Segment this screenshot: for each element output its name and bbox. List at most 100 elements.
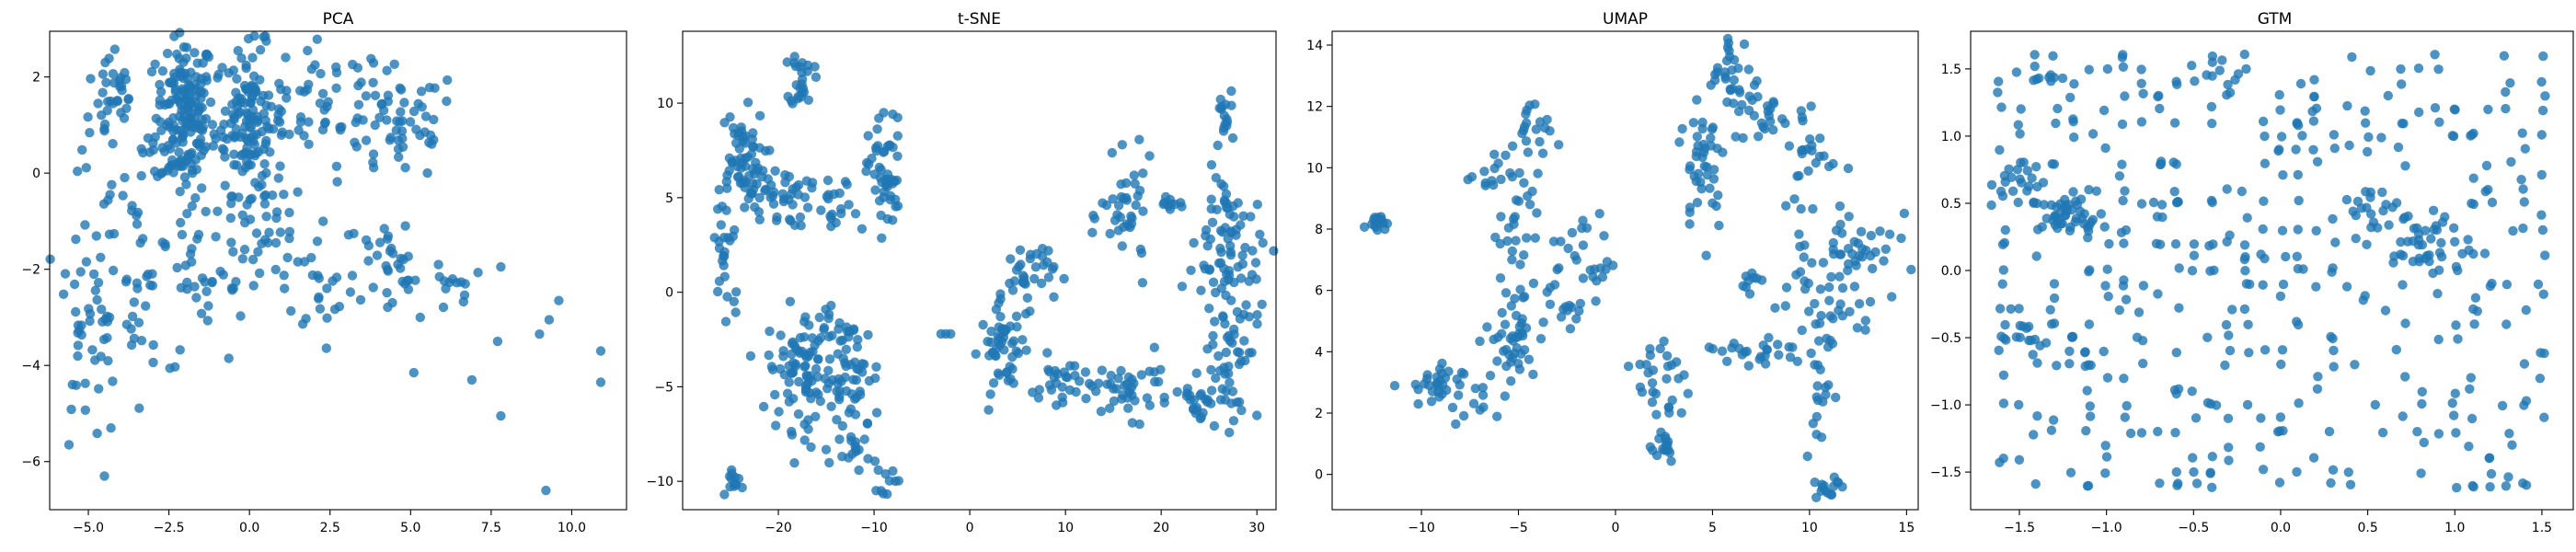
scatter-point bbox=[1199, 260, 1209, 270]
scatter-point bbox=[811, 72, 822, 83]
scatter-point bbox=[1252, 318, 1262, 329]
scatter-point bbox=[473, 268, 483, 278]
scatter-point bbox=[101, 77, 111, 88]
scatter-point bbox=[719, 251, 729, 261]
scatter-point bbox=[1706, 132, 1716, 144]
scatter-point bbox=[878, 489, 889, 499]
scatter-point bbox=[181, 53, 191, 63]
scatter-point bbox=[1229, 212, 1239, 222]
scatter-point bbox=[2260, 345, 2271, 355]
scatter-point bbox=[408, 106, 420, 117]
scatter-point bbox=[1134, 134, 1144, 144]
scatter-point bbox=[1112, 210, 1122, 220]
scatter-point bbox=[554, 295, 564, 305]
scatter-point bbox=[1195, 413, 1206, 424]
scatter-point bbox=[2119, 275, 2129, 285]
scatter-point bbox=[2484, 453, 2495, 463]
scatter-point bbox=[2114, 305, 2124, 316]
scatter-point bbox=[971, 349, 981, 359]
scatter-point bbox=[1827, 339, 1838, 349]
scatter-point bbox=[1058, 397, 1068, 408]
scatter-point bbox=[2121, 294, 2132, 305]
scatter-point bbox=[1022, 293, 1033, 303]
scatter-point bbox=[155, 117, 166, 127]
y-tick-label: 0.5 bbox=[1941, 197, 1961, 212]
scatter-point bbox=[176, 217, 186, 228]
scatter-point bbox=[1506, 357, 1516, 367]
scatter-point bbox=[852, 342, 862, 352]
scatter-point bbox=[2259, 196, 2269, 206]
y-tick-label: 0 bbox=[1315, 468, 1323, 483]
scatter-point bbox=[1519, 178, 1529, 188]
axes-frame bbox=[49, 30, 627, 511]
scatter-point bbox=[2171, 466, 2181, 477]
scatter-point bbox=[284, 234, 294, 244]
scatter-point bbox=[1524, 354, 1535, 364]
scatter-point bbox=[2350, 360, 2360, 370]
scatter-point bbox=[2205, 266, 2215, 276]
scatter-point bbox=[301, 314, 311, 324]
scatter-point bbox=[2400, 318, 2410, 328]
scatter-point bbox=[260, 139, 270, 149]
x-tick-label: 0.0 bbox=[2271, 521, 2291, 535]
scatter-point bbox=[2220, 360, 2230, 371]
scatter-point bbox=[1685, 207, 1696, 217]
scatter-point bbox=[1221, 290, 1231, 301]
scatter-point bbox=[226, 237, 236, 247]
scatter-point bbox=[92, 428, 102, 439]
scatter-point bbox=[729, 296, 739, 306]
scatter-point bbox=[1149, 342, 1160, 352]
scatter-point bbox=[231, 87, 241, 98]
scatter-point bbox=[429, 114, 439, 125]
scatter-point bbox=[2466, 373, 2476, 383]
scatter-point bbox=[1006, 374, 1016, 384]
scatter-point bbox=[2274, 144, 2284, 155]
scatter-point bbox=[129, 297, 139, 307]
scatter-point bbox=[282, 93, 292, 103]
scatter-point bbox=[96, 351, 106, 362]
scatter-point bbox=[2536, 76, 2547, 87]
scatter-point bbox=[1165, 204, 1176, 214]
scatter-point bbox=[1813, 336, 1824, 346]
scatter-point bbox=[1823, 380, 1834, 390]
scatter-point bbox=[1548, 236, 1559, 247]
scatter-point bbox=[754, 192, 765, 203]
y-tick-label: 6 bbox=[1315, 284, 1323, 299]
scatter-point bbox=[1497, 328, 1507, 339]
scatter-point bbox=[2028, 350, 2038, 360]
scatter-point bbox=[85, 128, 95, 138]
scatter-point bbox=[1795, 267, 1806, 277]
scatter-point bbox=[2501, 280, 2513, 290]
scatter-point bbox=[1811, 492, 1822, 502]
scatter-point bbox=[1189, 395, 1200, 405]
scatter-point bbox=[1744, 91, 1754, 101]
scatter-point bbox=[1511, 310, 1522, 321]
scatter-point bbox=[1427, 386, 1438, 397]
scatter-point bbox=[2138, 281, 2149, 291]
scatter-point bbox=[1685, 219, 1695, 229]
scatter-point bbox=[2024, 181, 2034, 191]
scatter-point bbox=[184, 82, 195, 92]
scatter-point bbox=[374, 112, 385, 122]
scatter-point bbox=[442, 96, 452, 107]
scatter-point bbox=[1708, 122, 1719, 132]
scatter-point bbox=[170, 86, 180, 97]
scatter-point bbox=[1233, 198, 1243, 208]
scatter-point bbox=[2276, 359, 2286, 370]
scatter-point bbox=[2256, 413, 2266, 423]
scatter-point bbox=[1799, 252, 1809, 262]
scatter-point bbox=[197, 114, 207, 124]
scatter-point bbox=[2479, 248, 2490, 259]
scatter-point bbox=[459, 290, 470, 300]
scatter-point bbox=[1239, 336, 1249, 346]
scatter-point bbox=[826, 221, 836, 232]
scatter-point bbox=[225, 213, 236, 224]
scatter-point bbox=[177, 229, 188, 240]
scatter-point bbox=[1879, 256, 1889, 266]
scatter-point bbox=[1725, 86, 1736, 96]
scatter-point bbox=[2292, 316, 2302, 327]
scatter-point bbox=[293, 187, 303, 197]
scatter-point bbox=[121, 75, 132, 85]
scatter-point bbox=[1447, 402, 1458, 413]
scatter-point bbox=[2467, 413, 2478, 424]
